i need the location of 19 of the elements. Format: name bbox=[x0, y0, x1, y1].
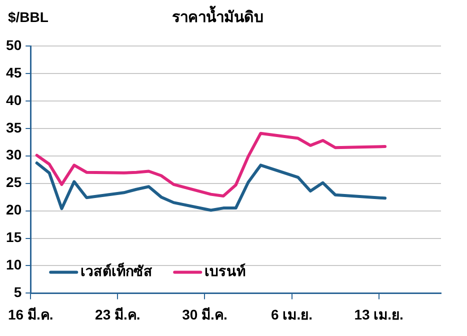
y-tick-label: 5 bbox=[14, 284, 22, 300]
y-tick-label: 10 bbox=[6, 256, 22, 273]
legend-label: เวสต์เท็กซัส bbox=[80, 262, 153, 280]
y-tick-label: 20 bbox=[6, 202, 22, 218]
y-tick-label: 45 bbox=[6, 64, 22, 80]
x-tick-label: 30 มี.ค. bbox=[182, 306, 228, 322]
y-axis-title: $/BBL bbox=[8, 8, 49, 25]
y-tick-label: 30 bbox=[6, 146, 22, 163]
y-tick-label: 15 bbox=[6, 229, 22, 246]
y-tick-label: 40 bbox=[6, 92, 22, 108]
chart-title: ราคาน้ำมันดิบ bbox=[172, 5, 264, 26]
y-tick-label: 25 bbox=[6, 174, 22, 190]
x-tick-label: 23 มี.ค. bbox=[95, 306, 140, 322]
legend-label: เบรนท์ bbox=[204, 263, 246, 280]
x-tick-label: 16 มี.ค. bbox=[8, 306, 54, 322]
x-tick-label: 13 เม.ย. bbox=[354, 306, 404, 322]
y-tick-label: 50 bbox=[6, 36, 22, 53]
y-tick-label: 35 bbox=[6, 119, 22, 136]
x-tick-label: 6 เม.ย. bbox=[271, 306, 313, 322]
